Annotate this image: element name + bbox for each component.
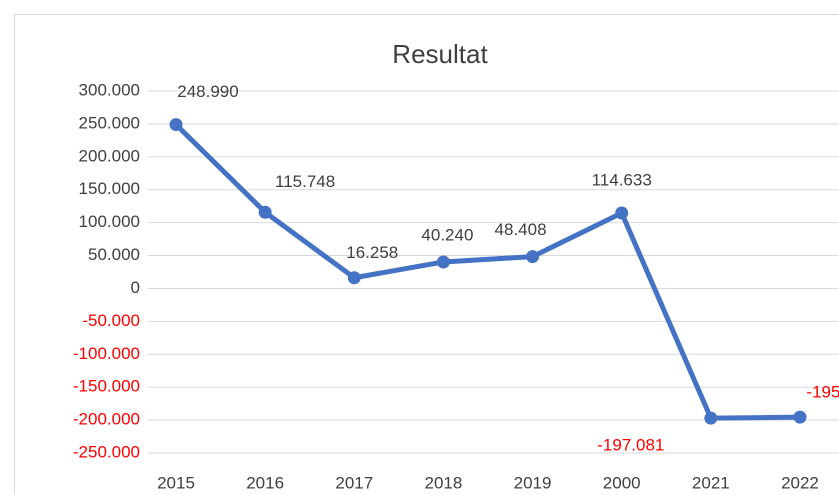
data-label: 16.258 [346, 243, 398, 262]
x-tick-label: 2016 [246, 473, 284, 492]
marker [347, 271, 361, 285]
y-tick-label: -250.000 [73, 442, 140, 461]
marker [526, 250, 540, 264]
data-label: 248.990 [177, 82, 238, 101]
y-tick-label: 0 [131, 278, 140, 297]
x-tick-label: 2018 [425, 473, 463, 492]
x-tick-label: 2022 [781, 473, 819, 492]
x-tick-label: 2019 [514, 473, 552, 492]
y-tick-label: 100.000 [79, 212, 140, 231]
y-tick-label: -150.000 [73, 377, 140, 396]
marker [704, 411, 718, 425]
line [174, 122, 801, 421]
data-label: -197.081 [597, 436, 664, 455]
y-tick-label: -50.000 [82, 311, 140, 330]
marker [615, 206, 629, 220]
x-tick-label: 2000 [603, 473, 641, 492]
x-tick-label: 2015 [157, 473, 195, 492]
data-label: 40.240 [421, 225, 473, 244]
data-label: 114.633 [592, 170, 652, 189]
y-tick-label: 300.000 [79, 80, 140, 99]
y-tick-label: 50.000 [88, 245, 140, 264]
chart-frame [14, 14, 839, 495]
data-label: 115.748 [275, 172, 335, 191]
x-tick-label: 2021 [692, 473, 730, 492]
marker [169, 118, 183, 132]
y-tick-label: 150.000 [79, 179, 140, 198]
y-tick-label: -100.000 [73, 344, 140, 363]
y-tick-label: -200.000 [73, 410, 140, 429]
data-label: 48.408 [495, 220, 547, 239]
data-label: -195.537 [806, 383, 839, 402]
y-tick-label: 200.000 [79, 146, 140, 165]
y-tick-label: 250.000 [79, 113, 140, 132]
marker [793, 410, 807, 424]
x-tick-label: 2017 [335, 473, 373, 492]
marker [258, 205, 272, 219]
chart-title: Resultat [392, 39, 488, 69]
marker [436, 255, 450, 269]
